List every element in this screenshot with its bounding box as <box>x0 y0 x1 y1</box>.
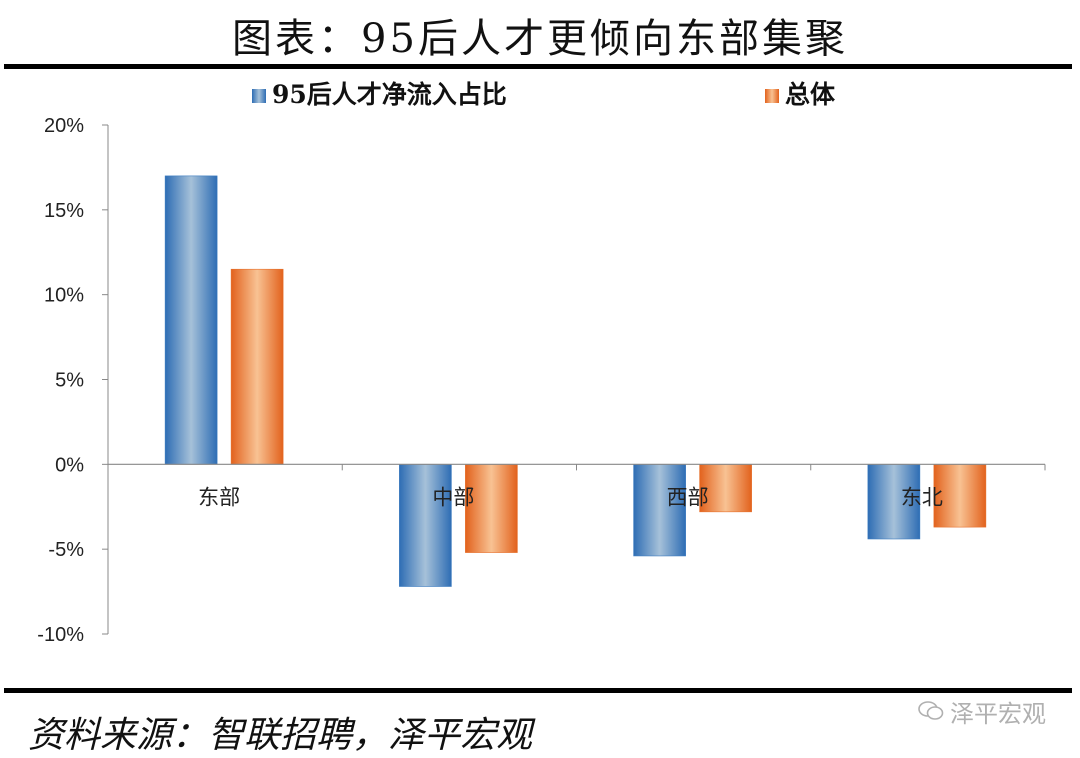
bar-total-0 <box>230 268 284 465</box>
footer-divider <box>4 688 1072 693</box>
wechat-icon <box>918 700 944 728</box>
x-tick-label: 东部 <box>198 485 240 509</box>
y-axis: 20% 15% 10% 5% 0% -5% -10% <box>37 115 109 646</box>
page-title: 图表：95后人才更倾向东部集聚 <box>232 16 848 62</box>
bar-gen95-0 <box>164 175 218 465</box>
x-tick-label: 西部 <box>667 485 709 509</box>
x-tick-label: 中部 <box>432 485 474 509</box>
bar-total-3 <box>933 464 987 528</box>
title-divider <box>4 64 1072 69</box>
y-tick-label: 10% <box>44 285 84 307</box>
bars-group <box>164 175 987 587</box>
legend-label-1: 总体 <box>785 80 836 109</box>
legend-swatch-1 <box>765 89 779 103</box>
y-tick-label: 5% <box>55 370 84 392</box>
bar-gen95-2 <box>633 464 686 557</box>
x-axis: 东部 中部 西部 东北 <box>107 463 1046 509</box>
chart-legend: 95后人才净流入占比 总体 <box>252 80 836 109</box>
y-tick-label: 20% <box>44 115 84 137</box>
x-tick-label: 东北 <box>901 485 943 509</box>
y-tick-label: -5% <box>48 539 84 561</box>
bar-total-2 <box>699 464 752 513</box>
y-tick-label: -10% <box>37 624 84 646</box>
bar-gen95-3 <box>867 464 921 540</box>
watermark-text: 泽平宏观 <box>950 700 1046 728</box>
y-tick-label: 15% <box>44 200 84 222</box>
bar-total-1 <box>465 464 518 553</box>
legend-label-0: 95后人才净流入占比 <box>272 80 507 109</box>
y-tick-label: 0% <box>55 454 84 476</box>
legend-swatch-0 <box>252 89 266 103</box>
bar-gen95-1 <box>399 464 452 587</box>
bar-chart: 95后人才净流入占比 总体 20% 15% 10% 5% 0% -5% -10% 东部 中部 西部… <box>37 80 1046 646</box>
source-note: 资料来源：智联招聘，泽平宏观 <box>28 715 533 756</box>
watermark: 泽平宏观 <box>918 694 1046 729</box>
